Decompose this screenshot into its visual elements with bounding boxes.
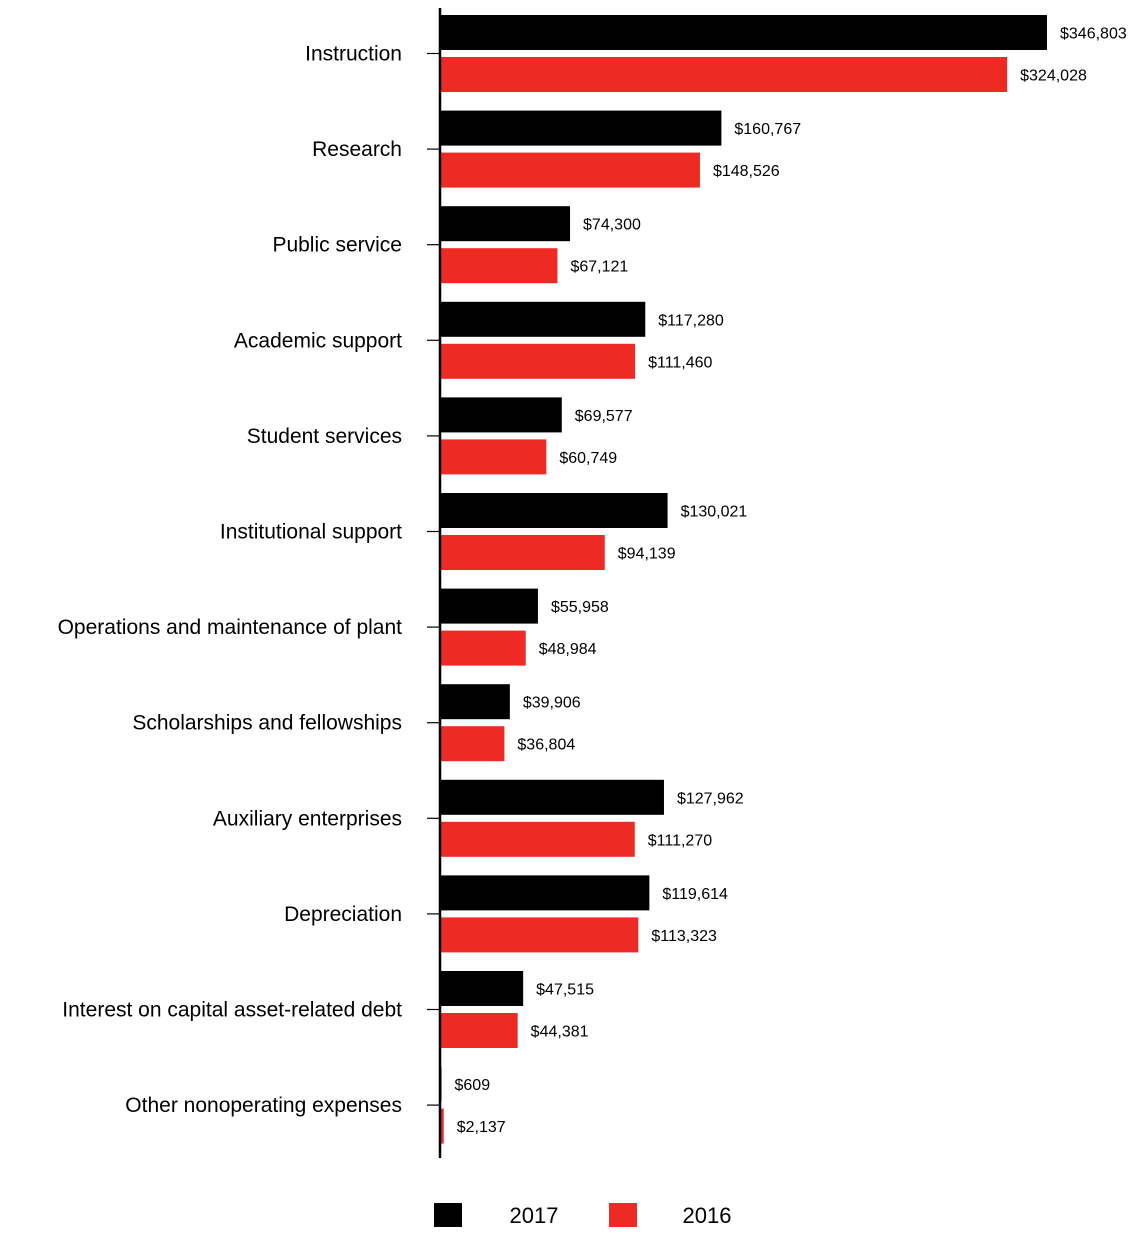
category-label: Research <box>312 138 402 161</box>
bar-2017 <box>440 397 562 433</box>
data-label: $74,300 <box>583 217 641 234</box>
bar-2016 <box>440 152 700 188</box>
category-label: Public service <box>272 234 402 257</box>
bar-2017 <box>440 15 1047 50</box>
data-label: $111,460 <box>648 354 712 371</box>
bar-2016 <box>440 1013 518 1048</box>
bars: $346,803 $324,028 $160,767 $148,526 $74,300 $… <box>440 15 1127 1144</box>
category-label: Academic support <box>234 329 402 352</box>
data-label: $67,121 <box>570 259 628 276</box>
bar-2017 <box>440 301 646 337</box>
bar-2017 <box>440 779 664 815</box>
bar-2016 <box>440 439 547 475</box>
data-label: $55,958 <box>551 599 609 616</box>
legend-label: 2016 <box>683 1203 732 1228</box>
category-label: Other nonoperating expenses <box>125 1094 402 1117</box>
data-label: $47,515 <box>536 982 594 999</box>
legend-swatch-2016 <box>609 1203 637 1227</box>
data-label: $117,280 <box>658 312 724 329</box>
category-labels: Instruction Research Public service Academi… <box>58 43 403 1118</box>
bar-2016 <box>440 630 526 666</box>
bar-2017 <box>440 206 571 242</box>
category-label: Scholarships and fellowships <box>132 712 402 735</box>
bar-2016 <box>440 917 639 953</box>
data-label: $44,381 <box>531 1024 589 1041</box>
legend-swatch-2017 <box>434 1203 462 1227</box>
data-label: $324,028 <box>1020 68 1087 85</box>
data-label: $111,270 <box>648 832 712 849</box>
bar-2016 <box>440 57 1008 92</box>
bar-2017 <box>440 493 668 528</box>
bar-2016 <box>440 726 505 762</box>
data-label: $127,962 <box>677 790 744 807</box>
category-label: Operations and maintenance of plant <box>58 616 403 639</box>
data-label: $2,137 <box>457 1119 506 1136</box>
data-label: $94,139 <box>618 546 676 563</box>
bar-2017 <box>440 110 722 146</box>
category-label: Student services <box>247 425 402 448</box>
data-label: $48,984 <box>539 641 597 658</box>
bar-2017 <box>440 684 510 720</box>
data-label: $148,526 <box>713 163 780 180</box>
legend: 2017 2016 <box>434 1203 731 1228</box>
data-label: $130,021 <box>681 504 748 521</box>
bar-2016 <box>440 821 635 857</box>
data-label: $60,749 <box>559 450 617 467</box>
data-label: $69,577 <box>575 408 633 425</box>
legend-label: 2017 <box>510 1203 559 1228</box>
data-label: $39,906 <box>523 695 581 712</box>
data-label: $160,767 <box>734 121 801 138</box>
category-label: Auxiliary enterprises <box>213 807 402 830</box>
bar-2017 <box>440 588 538 624</box>
bar-2017 <box>440 971 524 1006</box>
category-label: Institutional support <box>220 521 402 544</box>
bar-2016 <box>440 1108 444 1144</box>
bar-2016 <box>440 343 636 379</box>
bar-2016 <box>440 248 558 284</box>
category-label: Depreciation <box>284 903 402 926</box>
data-label: $609 <box>455 1077 491 1094</box>
data-label: $113,323 <box>651 928 717 945</box>
category-label: Interest on capital asset-related debt <box>62 999 402 1022</box>
data-label: $36,804 <box>517 737 575 754</box>
y-axis <box>427 8 442 1158</box>
bar-2016 <box>440 535 605 570</box>
data-label: $346,803 <box>1060 26 1127 43</box>
bar-2017 <box>440 875 650 911</box>
data-label: $119,614 <box>662 886 728 903</box>
category-label: Instruction <box>305 43 402 66</box>
